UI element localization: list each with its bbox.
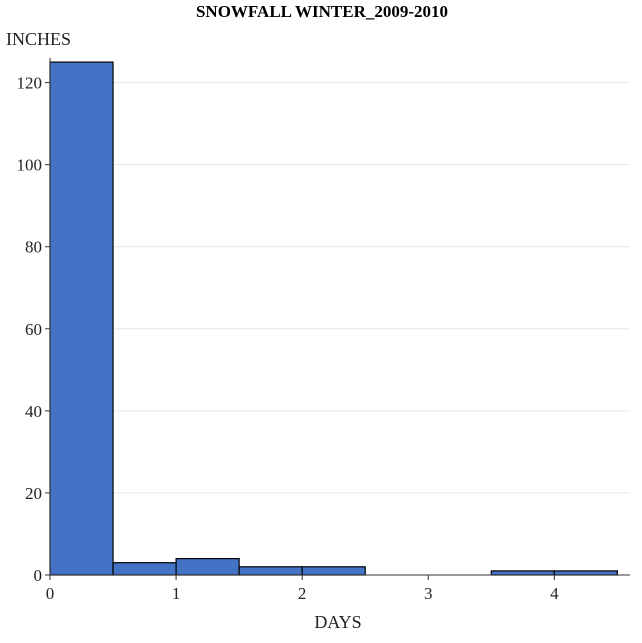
x-axis-label: DAYS xyxy=(314,612,361,632)
chart-title: SNOWFALL WINTER_2009-2010 xyxy=(196,2,448,21)
x-tick-label-3: 3 xyxy=(424,584,433,603)
x-tick-label-2: 2 xyxy=(298,584,307,603)
bar-6 xyxy=(553,570,618,576)
y-axis-ticks: 0 20 40 60 80 100 120 xyxy=(17,74,50,585)
bar-2 xyxy=(175,557,240,576)
x-axis-ticks: 0 1 2 3 4 xyxy=(46,575,559,603)
bar-3 xyxy=(238,566,303,576)
bars xyxy=(49,61,618,576)
y-tick-label-20: 20 xyxy=(25,484,42,503)
bar-5 xyxy=(490,570,555,576)
bar-1 xyxy=(112,562,177,576)
bar-4 xyxy=(301,566,366,576)
x-tick-label-1: 1 xyxy=(172,584,181,603)
y-tick-label-100: 100 xyxy=(17,156,43,175)
y-tick-label-120: 120 xyxy=(17,74,43,93)
y-tick-label-80: 80 xyxy=(25,238,42,257)
x-tick-label-0: 0 xyxy=(46,584,55,603)
grid-lines xyxy=(50,82,630,494)
x-tick-label-4: 4 xyxy=(550,584,559,603)
y-tick-label-60: 60 xyxy=(25,320,42,339)
axes xyxy=(49,58,630,576)
bar-0 xyxy=(49,61,114,576)
y-tick-label-40: 40 xyxy=(25,402,42,421)
y-tick-label-0: 0 xyxy=(34,566,43,585)
y-axis-label: INCHES xyxy=(6,29,71,49)
